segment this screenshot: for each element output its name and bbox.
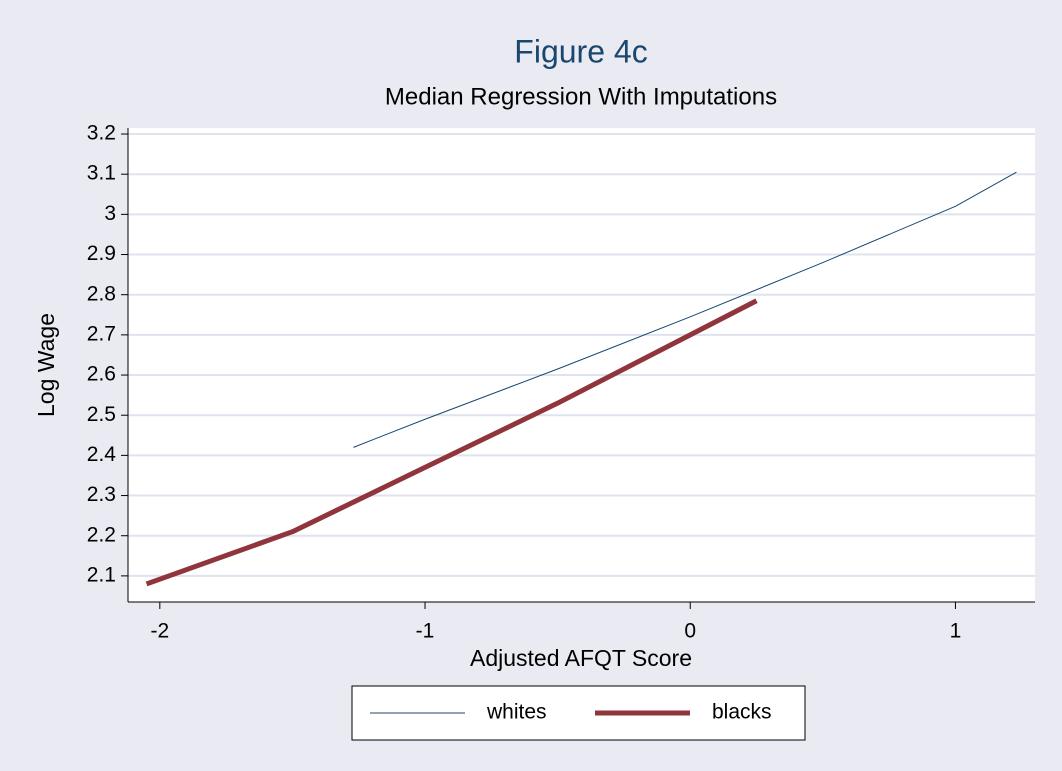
x-axis-label: Adjusted AFQT Score (470, 645, 692, 671)
y-tick-label: 2.5 (87, 403, 116, 426)
y-tick-label: 3 (104, 202, 116, 225)
line-series (145, 298, 758, 587)
y-tick-label: 3.2 (87, 122, 116, 145)
y-tick-label: 2.1 (87, 563, 116, 586)
line-series (353, 171, 1017, 448)
legend-label: whites (486, 701, 547, 724)
plot-area (128, 128, 1035, 602)
y-tick-label: 2.6 (87, 363, 116, 386)
grid (128, 133, 1035, 577)
x-tick-label: -1 (416, 620, 435, 643)
y-tick-label: 2.2 (87, 523, 116, 546)
chart-title: Figure 4c (514, 33, 647, 69)
x-tick-label: 0 (684, 620, 696, 643)
y-tick-label: 2.8 (87, 282, 116, 305)
x-tick-label: 1 (950, 620, 962, 643)
y-axis-label: Log Wage (33, 313, 59, 417)
y-tick-label: 2.9 (87, 242, 116, 265)
y-tick-label: 3.1 (87, 162, 116, 185)
chart-subtitle: Median Regression With Imputations (385, 83, 777, 110)
y-tick-label: 2.4 (87, 443, 117, 466)
x-tick-label: -2 (150, 620, 169, 643)
y-tick-label: 2.3 (87, 483, 116, 506)
legend-label: blacks (712, 701, 772, 724)
y-tick-label: 2.7 (87, 322, 116, 345)
